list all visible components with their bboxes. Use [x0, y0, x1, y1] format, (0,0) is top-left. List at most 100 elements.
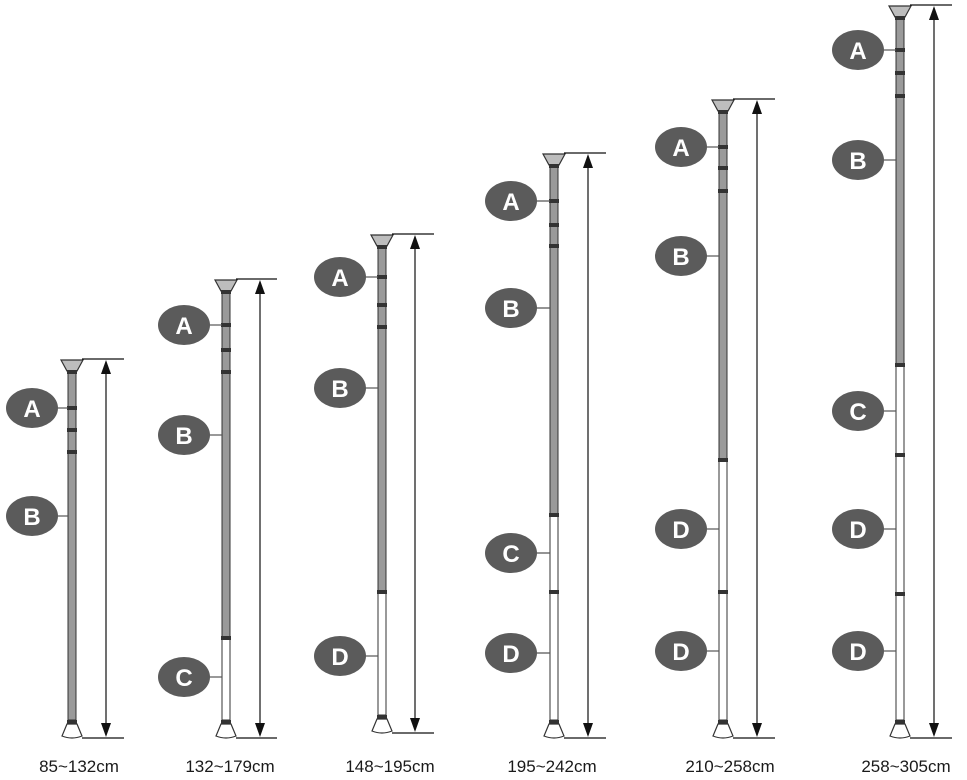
segment-badge-d: D: [832, 509, 896, 549]
segment-badge-a: A: [314, 257, 378, 297]
badge-oval: [832, 631, 884, 671]
pole-joint: [895, 363, 905, 367]
badge-letter: A: [331, 265, 348, 292]
arrow-head-up: [255, 280, 265, 294]
badge-letter: A: [23, 396, 40, 423]
foot-collar: [549, 720, 559, 724]
segment-badge-d: D: [655, 509, 719, 549]
pole-joint: [549, 223, 559, 227]
badge-oval: [485, 533, 537, 573]
foot-collar: [221, 720, 231, 724]
badge-oval: [832, 391, 884, 431]
badge-letter: B: [502, 296, 519, 323]
segment-badge-d: D: [832, 631, 896, 671]
badge-letter: A: [849, 38, 866, 65]
badge-oval: [6, 496, 58, 536]
pole-joint: [221, 348, 231, 352]
foot-collar: [67, 720, 77, 724]
top-cap-collar: [377, 245, 387, 249]
badge-letter: D: [672, 639, 689, 666]
arrow-head-up: [101, 360, 111, 374]
pole-joint: [895, 71, 905, 75]
pole-joint: [895, 48, 905, 52]
size-label-5: 210~258cm: [685, 757, 774, 776]
badge-oval: [158, 305, 210, 345]
top-cap-collar: [549, 164, 559, 168]
pole-joint: [895, 453, 905, 457]
badge-oval: [655, 509, 707, 549]
badge-oval: [485, 288, 537, 328]
pole-2: A B C: [158, 278, 277, 739]
pole-joint: [549, 244, 559, 248]
pole-joint: [377, 325, 387, 329]
segment-badge-a: A: [485, 181, 550, 221]
pole-joint: [718, 166, 728, 170]
pole-shaft: [718, 112, 728, 461]
badge-letter: A: [502, 189, 519, 216]
badge-letter: D: [849, 639, 866, 666]
pole-6: A B C D D: [832, 4, 952, 739]
pole-joint: [221, 636, 231, 640]
arrow-head-down: [583, 723, 593, 737]
badge-letter: B: [331, 376, 348, 403]
pole-lower-tube: [377, 591, 387, 716]
top-cap-collar: [718, 110, 728, 114]
segment-badge-b: B: [6, 496, 68, 536]
badge-oval: [314, 636, 366, 676]
pole-joint: [718, 145, 728, 149]
arrow-head-up: [929, 6, 939, 20]
badge-letter: D: [502, 641, 519, 668]
pole-lower-tube: [895, 364, 905, 721]
badge-oval: [655, 127, 707, 167]
segment-badge-d: D: [485, 633, 550, 673]
pole-joint: [67, 450, 77, 454]
badge-letter: A: [175, 313, 192, 340]
badge-letter: D: [672, 517, 689, 544]
pole-joint: [221, 370, 231, 374]
pole-joint: [67, 428, 77, 432]
badge-letter: D: [331, 644, 348, 671]
size-label-2: 132~179cm: [185, 757, 274, 776]
badge-letter: B: [175, 423, 192, 450]
pole-shaft: [377, 247, 387, 593]
segment-badge-d: D: [655, 631, 719, 671]
bottom-foot: [215, 723, 237, 739]
pole-joint: [549, 513, 559, 517]
pole-joint: [377, 275, 387, 279]
pole-joint: [895, 94, 905, 98]
top-cap: [887, 5, 913, 18]
badge-oval: [158, 657, 210, 697]
size-label-6: 258~305cm: [861, 757, 950, 776]
bottom-foot: [712, 723, 734, 739]
pole-joint: [718, 458, 728, 462]
pole-shaft: [549, 166, 559, 516]
pole-joint: [718, 189, 728, 193]
badge-oval: [158, 415, 210, 455]
arrow-head-down: [101, 723, 111, 737]
foot-collar: [377, 715, 387, 719]
badge-letter: C: [502, 541, 519, 568]
badge-letter: B: [849, 148, 866, 175]
badge-oval: [314, 257, 366, 297]
bottom-foot: [61, 723, 83, 739]
badge-oval: [832, 140, 884, 180]
pole-joint: [895, 592, 905, 596]
segment-badge-b: B: [158, 415, 222, 455]
badge-oval: [655, 236, 707, 276]
top-cap-collar: [221, 290, 231, 294]
pole-joint: [718, 590, 728, 594]
segment-badge-a: A: [6, 388, 68, 428]
badge-letter: D: [849, 517, 866, 544]
pole-shaft: [895, 18, 905, 366]
segment-badge-b: B: [832, 140, 896, 180]
top-cap: [541, 153, 567, 166]
arrow-head-down: [410, 718, 420, 732]
size-label-4: 195~242cm: [507, 757, 596, 776]
size-label-1: 85~132cm: [39, 757, 119, 776]
pole-joint: [377, 303, 387, 307]
pole-1: AB: [6, 358, 124, 739]
badge-oval: [832, 509, 884, 549]
foot-collar: [895, 720, 905, 724]
bottom-foot: [371, 718, 393, 734]
pole-joint: [549, 199, 559, 203]
